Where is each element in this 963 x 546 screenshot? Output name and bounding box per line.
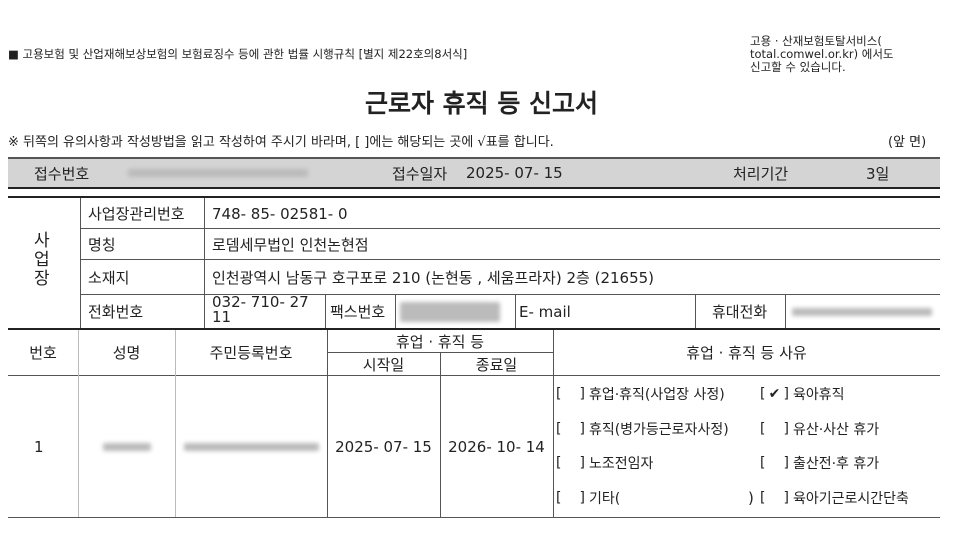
checkbox-bracket: ] [783,386,789,402]
checkbox-bracket: [ [760,421,766,437]
business-section-label: 사업장 [34,231,50,289]
reason-checkbox[interactable]: [] 노조전임자 [556,452,653,474]
period-value: 3일 [866,164,890,183]
business-phone: 032- 710- 27 11 [212,293,309,326]
online-note: 고용 · 산재보험토탈서비스( total.comwel.or.kr) 에서도 … [750,35,893,74]
receipt-number-redacted [128,159,308,187]
reason-checkbox[interactable]: [] 육아기근로시간단축 [760,487,909,509]
checkbox-bracket: [ [556,421,562,437]
reason-checkbox[interactable]: [] 기타( [556,487,620,509]
checkbox-bracket: [ [760,386,766,402]
checkbox-bracket: [ [556,455,562,471]
reason-checkbox[interactable]: [] 유산·사산 휴가 [760,418,879,440]
reason-label: 유산·사산 휴가 [792,422,880,438]
online-note-line: 고용 · 산재보험토탈서비스( [750,34,882,48]
col-start: 시작일 [362,355,405,374]
reason-label: 육아기근로시간단축 [792,491,909,507]
col-reason: 휴업 · 휴직 등 사유 [686,344,807,362]
col-leave: 휴업 · 휴직 등 [395,332,485,351]
business-address-label: 소재지 [88,268,130,287]
col-no: 번호 [29,344,57,362]
checkbox-bracket: [ [760,455,766,471]
receipt-number-label: 접수번호 [34,164,90,183]
checkbox-bracket: [ [556,386,562,402]
row-start: 2025- 07- 15 [335,437,432,456]
reason-checkbox[interactable]: [] 휴직(병가등근로자사정) [556,418,729,440]
col-rrn: 주민등록번호 [209,344,293,362]
row-end: 2026- 10- 14 [448,437,545,456]
business-name: 로뎀세무법인 인천논현점 [212,235,369,254]
row-rrn-redacted [175,376,327,517]
email-label: E- mail [519,302,571,321]
period-label: 처리기간 [733,164,789,183]
col-name: 성명 [112,344,141,362]
reason-checkbox[interactable]: [] 휴업·휴직(사업장 사정) [556,383,725,405]
col-end: 종료일 [475,355,518,374]
fax-redacted [400,295,500,328]
reason-label: 출산전·후 휴가 [792,456,880,472]
checkbox-bracket: ] [579,455,585,471]
checkbox-bracket: [ [760,490,766,506]
reason-checkbox[interactable]: [✔] 육아휴직 [760,383,844,405]
reason-label: 육아휴직 [792,387,845,403]
mobile-label: 휴대전화 [712,303,768,321]
row-no: 1 [34,437,44,456]
business-phone-label: 전화번호 [88,303,144,321]
form-reference: ■ 고용보험 및 산업재해보상보험의 보험료징수 등에 관한 법률 시행규칙 [… [8,47,468,61]
checkbox-bracket: ] [579,421,585,437]
reason-label: 노조전임자 [588,456,654,472]
business-address: 인천광역시 남동구 호구포로 210 (논현동 , 세움프라자) 2층 (216… [212,268,655,287]
reason-label: 기타( [588,491,621,507]
page-title: 근로자 휴직 등 신고서 [364,89,599,118]
receipt-date: 2025- 07- 15 [466,164,563,182]
check-icon: ✔ [768,386,781,402]
reason-label: 휴업·휴직(사업장 사정) [588,387,725,403]
fax-label: 팩스번호 [330,303,386,321]
checkbox-bracket: [ [556,490,562,506]
instruction: ※ 뒤쪽의 유의사항과 작성방법을 읽고 작성하여 주시기 바라며, [ ]에는… [8,135,554,150]
online-note-line: total.comwel.or.kr) 에서도 [750,47,894,61]
checkbox-bracket: ] [783,490,789,506]
checkbox-bracket: ] [579,386,585,402]
business-id: 748- 85- 02581- 0 [212,204,348,223]
reason-label: 휴직(병가등근로자사정) [588,422,729,438]
reason-checkbox[interactable]: [] 출산전·후 휴가 [760,452,879,474]
page-side: (앞 면) [888,135,927,150]
row-name-redacted [78,376,175,517]
checkbox-bracket: ] [783,455,789,471]
other-close-paren: ) [748,489,754,507]
online-note-line: 신고할 수 있습니다. [750,60,846,74]
checkbox-bracket: ] [783,421,789,437]
business-id-label: 사업장관리번호 [88,205,185,223]
receipt-date-label: 접수일자 [392,164,448,183]
mobile-redacted [792,295,932,328]
business-name-label: 명칭 [88,235,116,254]
checkbox-bracket: ] [579,490,585,506]
